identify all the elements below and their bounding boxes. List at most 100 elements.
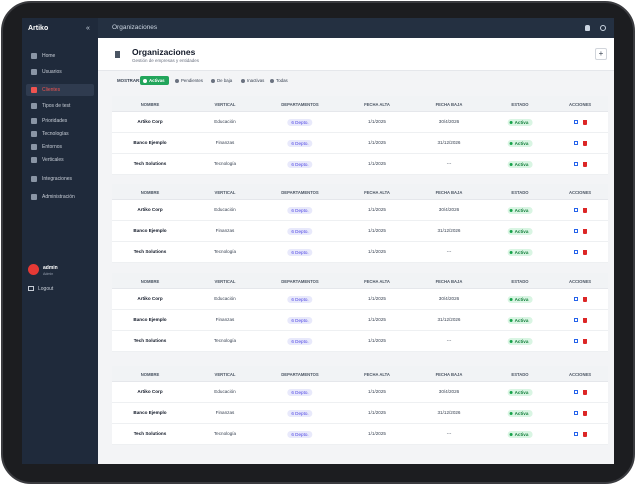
filter-label: MOSTRAR:	[117, 78, 141, 83]
cell-text: Educación	[214, 296, 236, 301]
departments-chip[interactable]: 6 Depto.	[287, 338, 313, 345]
status-badge: Activa	[507, 410, 533, 417]
edit-button[interactable]	[574, 411, 578, 415]
table-header: NOMBRE VERTICAL DEPARTAMENTOS FECHA ALTA FEC…	[112, 184, 608, 200]
settings-icon[interactable]	[600, 25, 606, 31]
departments-chip[interactable]: 6 Depto.	[287, 140, 313, 147]
collapse-button[interactable]: «	[86, 25, 90, 32]
delete-button[interactable]	[583, 432, 587, 437]
delete-button[interactable]	[583, 208, 587, 213]
departments-chip[interactable]: 6 Depto.	[287, 161, 313, 168]
menu-item[interactable]: Verticales	[26, 154, 94, 166]
menu-item[interactable]: Clientes	[26, 84, 94, 96]
column-header: FECHA BAJA	[435, 102, 463, 107]
departments-chip[interactable]: 6 Depto.	[287, 296, 313, 303]
departments-chip[interactable]: 6 Depto.	[287, 389, 313, 396]
table-row: Banco Ejemplo Finanzas 6 Depto. 1/1/2025 31/…	[112, 133, 608, 154]
edit-button[interactable]	[574, 339, 578, 343]
avatar	[28, 264, 39, 275]
cell-text: Tecnología	[213, 431, 237, 436]
cell-text: 1/1/2025	[368, 431, 386, 436]
edit-button[interactable]	[574, 229, 578, 233]
menu-item[interactable]: Integraciones	[26, 173, 94, 185]
menu-item[interactable]: Entornos	[26, 141, 94, 153]
status-badge: Activa	[507, 140, 533, 147]
filter-button[interactable]: De baja	[208, 76, 236, 85]
menu-item[interactable]: Tecnologías	[26, 128, 94, 140]
column-header: ESTADO	[511, 190, 529, 195]
cell-text: 1/1/2025	[368, 410, 386, 415]
cell-text: 31/12/2026	[437, 140, 461, 145]
menu-icon	[31, 118, 37, 124]
departments-chip[interactable]: 6 Depto.	[287, 431, 313, 438]
edit-button[interactable]	[574, 208, 578, 212]
delete-button[interactable]	[583, 318, 587, 323]
status-badge: Activa	[507, 389, 533, 396]
column-header: ACCIONES	[568, 279, 592, 284]
cell-text: ---	[446, 249, 452, 254]
delete-button[interactable]	[583, 141, 587, 146]
delete-button[interactable]	[583, 411, 587, 416]
table-row: Artiko Corp Educación 6 Depto. 1/1/2025 30/4…	[112, 289, 608, 310]
delete-button[interactable]	[583, 250, 587, 255]
filter-button[interactable]: Pendientes	[172, 76, 207, 85]
filter-button[interactable]: Inactivas	[238, 76, 268, 85]
header-icon	[115, 51, 120, 58]
column-header: ESTADO	[511, 102, 529, 107]
menu-item[interactable]: Home	[26, 50, 94, 62]
cell-text: Banco Ejemplo	[133, 317, 167, 322]
filter-button[interactable]: Todas	[267, 76, 292, 85]
delete-button[interactable]	[583, 390, 587, 395]
filter-button[interactable]: Activas	[140, 76, 169, 85]
column-header: NOMBRE	[140, 279, 160, 284]
table-header: NOMBRE VERTICAL DEPARTAMENTOS FECHA ALTA FEC…	[112, 96, 608, 112]
cell-text: 30/4/2026	[438, 119, 460, 124]
edit-button[interactable]	[574, 390, 578, 394]
departments-chip[interactable]: 6 Depto.	[287, 207, 313, 214]
cell-text: Tech Solutions	[133, 161, 167, 166]
delete-button[interactable]	[583, 120, 587, 125]
edit-button[interactable]	[574, 141, 578, 145]
logout[interactable]: Logout	[38, 286, 54, 292]
edit-button[interactable]	[574, 297, 578, 301]
status-badge: Activa	[507, 207, 533, 214]
departments-chip[interactable]: 6 Depto.	[287, 249, 313, 256]
topbar-title: Organizaciones	[112, 24, 158, 31]
bell-icon[interactable]	[585, 25, 590, 31]
menu-item[interactable]: Usuarios	[26, 66, 94, 78]
add-button[interactable]: +	[595, 48, 607, 60]
menu-icon	[31, 87, 37, 93]
cell-text: ---	[446, 338, 452, 343]
menu-item[interactable]: Tipos de test	[26, 100, 94, 112]
menu-item[interactable]: Prioridades	[26, 115, 94, 127]
cell-text: Tech Solutions	[133, 338, 167, 343]
cell-text: 1/1/2025	[368, 296, 386, 301]
column-header: FECHA ALTA	[364, 190, 390, 195]
edit-button[interactable]	[574, 120, 578, 124]
edit-button[interactable]	[574, 250, 578, 254]
delete-button[interactable]	[583, 297, 587, 302]
departments-chip[interactable]: 6 Depto.	[287, 410, 313, 417]
column-header: DEPARTAMENTOS	[281, 372, 319, 377]
delete-button[interactable]	[583, 229, 587, 234]
topbar: Organizaciones	[98, 18, 614, 38]
edit-button[interactable]	[574, 162, 578, 166]
column-header: FECHA BAJA	[435, 190, 463, 195]
departments-chip[interactable]: 6 Depto.	[287, 119, 313, 126]
column-header: DEPARTAMENTOS	[281, 279, 319, 284]
cell-text: 1/1/2025	[368, 140, 386, 145]
delete-button[interactable]	[583, 339, 587, 344]
departments-chip[interactable]: 6 Depto.	[287, 228, 313, 235]
departments-chip[interactable]: 6 Depto.	[287, 317, 313, 324]
status-badge: Activa	[507, 338, 533, 345]
delete-button[interactable]	[583, 162, 587, 167]
column-header: VERTICAL	[214, 102, 236, 107]
cell-text: 31/12/2026	[437, 228, 461, 233]
edit-button[interactable]	[574, 318, 578, 322]
edit-button[interactable]	[574, 432, 578, 436]
menu-icon	[31, 144, 37, 150]
column-header: DEPARTAMENTOS	[281, 102, 319, 107]
menu-item[interactable]: Administración	[26, 191, 94, 203]
filter-icon	[143, 78, 147, 83]
column-header: ESTADO	[511, 279, 529, 284]
